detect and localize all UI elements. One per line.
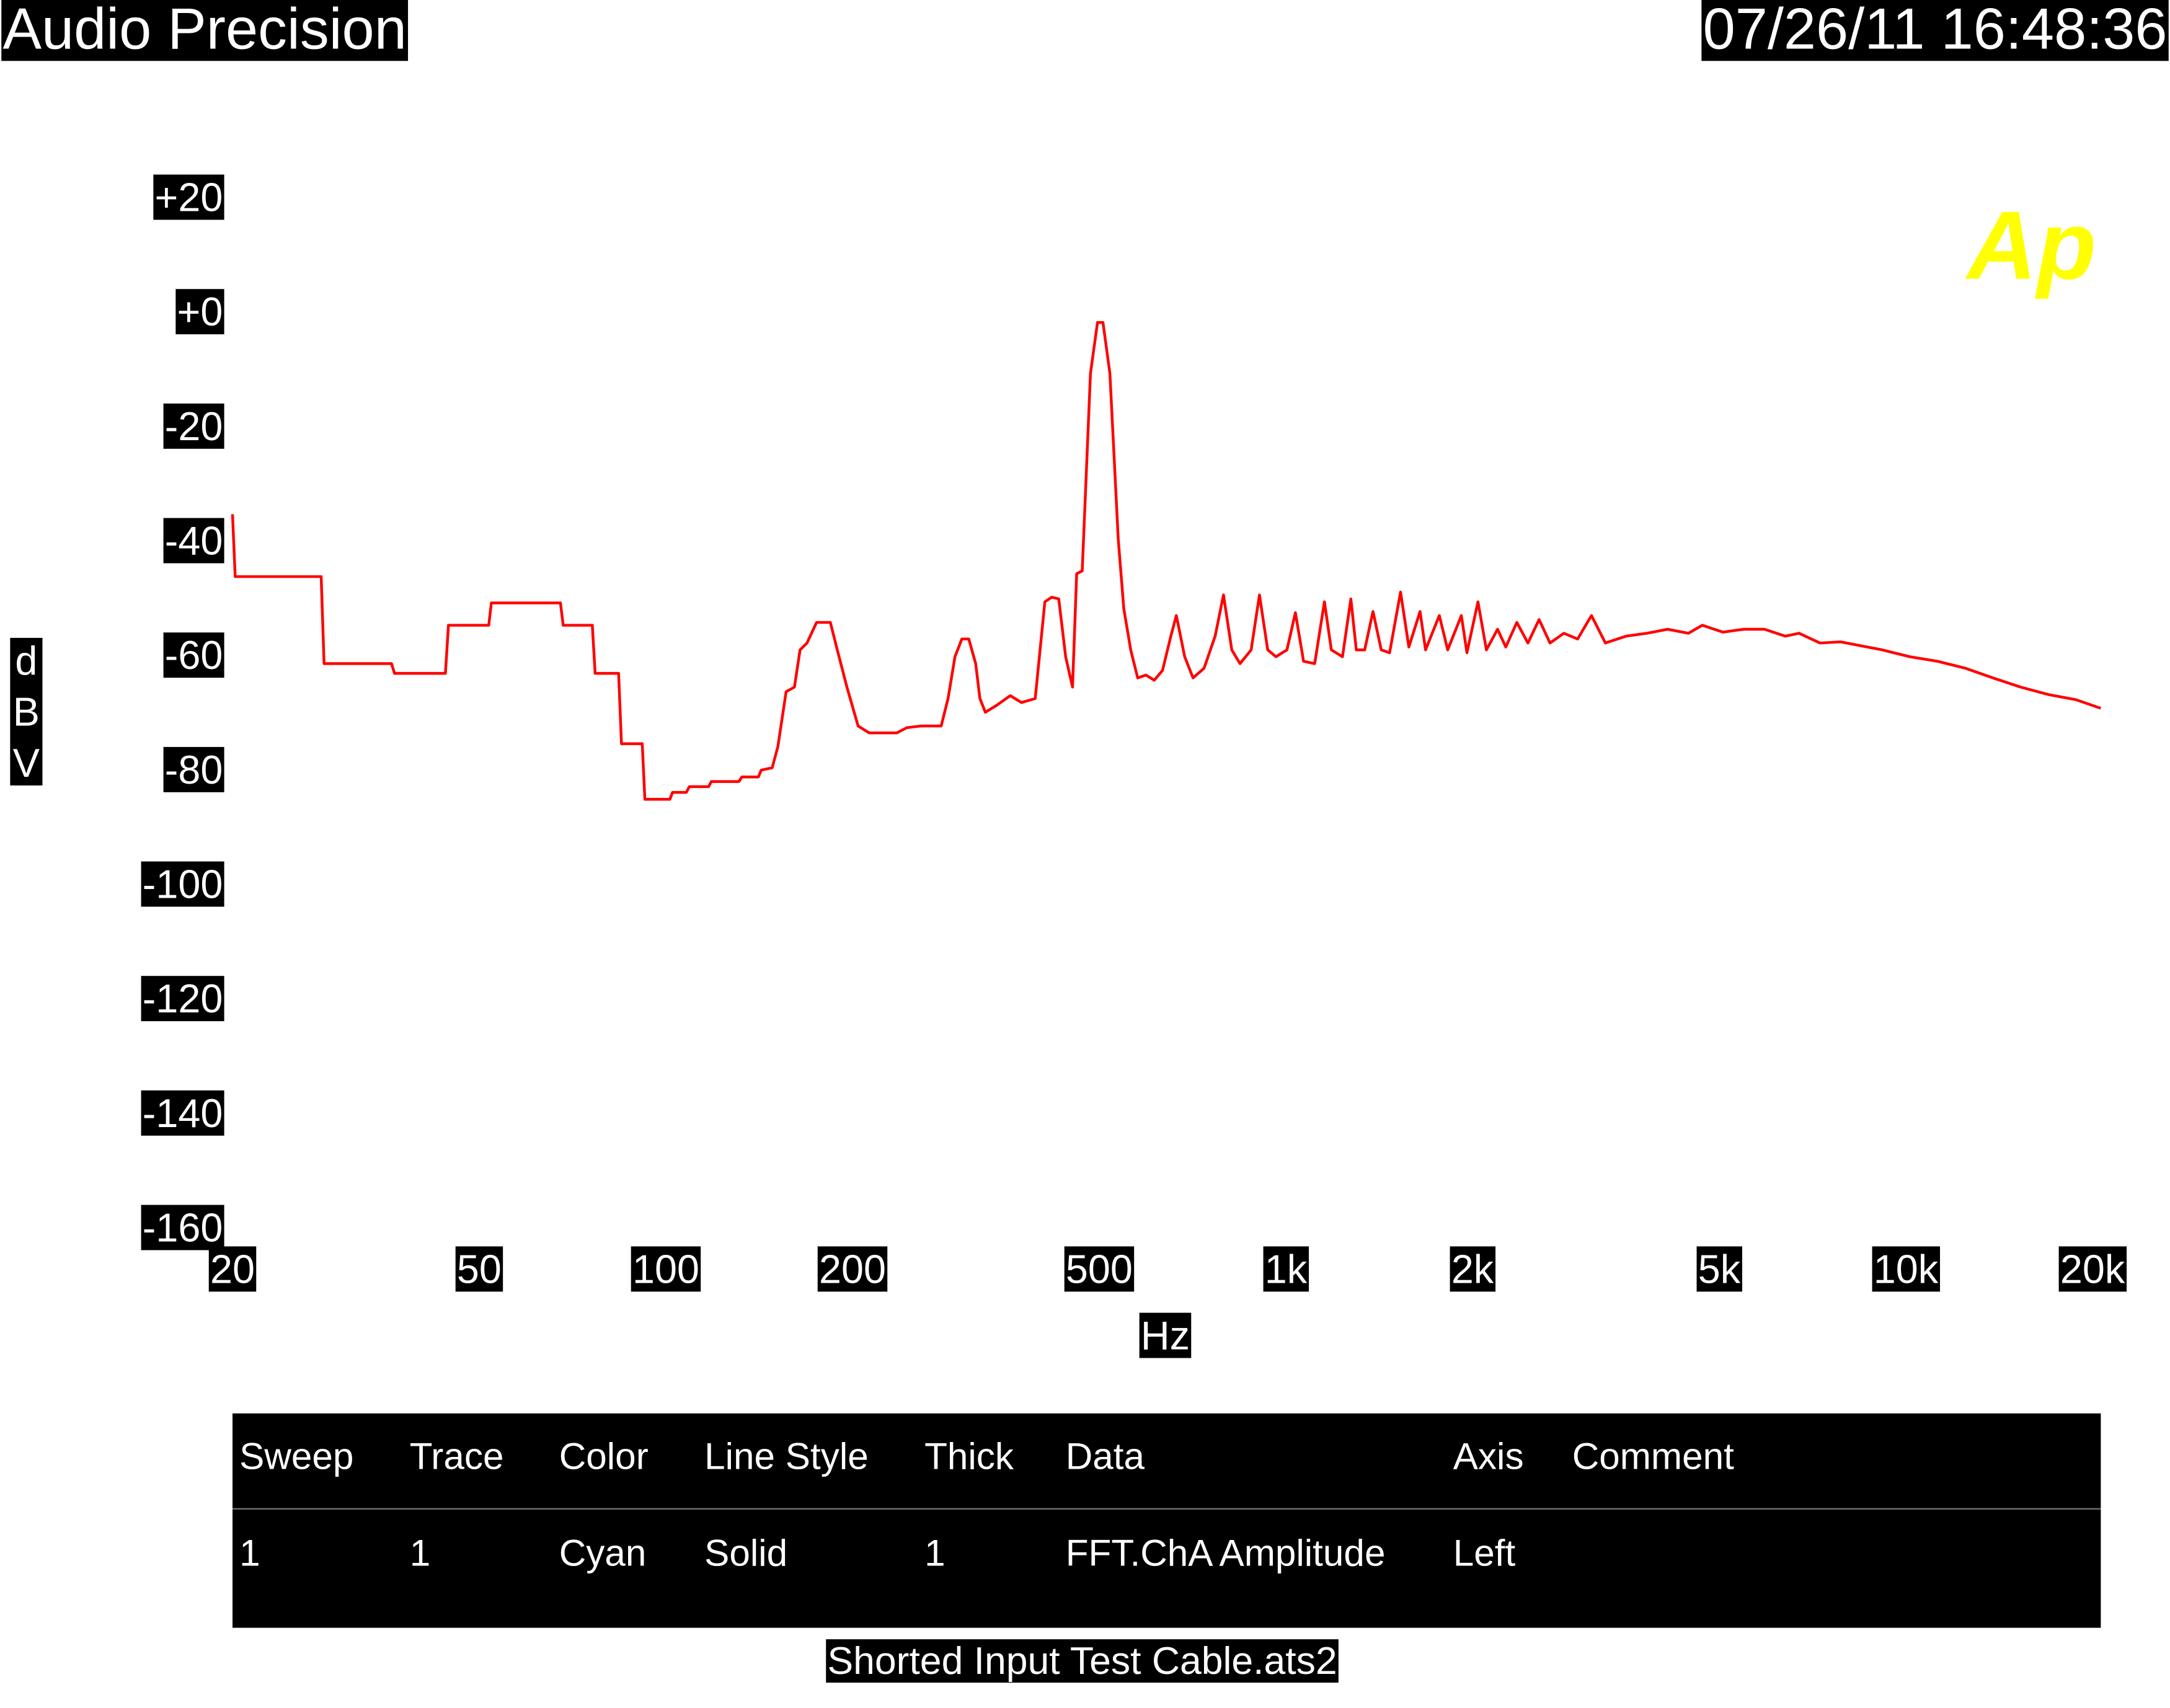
y-tick-label: +20 [155, 175, 223, 220]
y-tick-label-bg [163, 403, 224, 449]
x-tick-label: 500 [1066, 1246, 1133, 1291]
table-cell: 1 [239, 1532, 260, 1574]
file-name-bg [826, 1639, 1339, 1683]
x-tick-label: 20 [210, 1246, 255, 1291]
table-header: Trace [410, 1435, 504, 1477]
y-tick-label: +0 [177, 289, 223, 334]
y-tick-label-bg [141, 1205, 224, 1250]
trace [231, 321, 2102, 801]
x-tick-label: 2k [1451, 1246, 1494, 1291]
table-header: Comment [1572, 1435, 1734, 1477]
table-header: Axis [1453, 1435, 1524, 1477]
y-tick-label-bg [141, 976, 224, 1022]
x-tick-label: 100 [632, 1246, 699, 1291]
x-tick-label-bg [817, 1246, 888, 1292]
y-tick-label: -20 [165, 404, 223, 449]
brand: Audio Precision [2, 0, 406, 61]
y-tick-label: -60 [165, 632, 223, 678]
timestamp: 07/26/11 16:48:36 [1703, 0, 2168, 61]
x-tick-label-bg [1263, 1246, 1309, 1292]
x-tick-label-bg [1450, 1246, 1496, 1292]
y-tick-label-bg [163, 632, 224, 678]
table-header: Data [1066, 1435, 1145, 1477]
y-tick-label: -120 [143, 976, 223, 1021]
y-tick-label-bg [141, 1090, 224, 1136]
y-tick-label-bg [141, 861, 224, 907]
timestamp-bg [1701, 0, 2169, 61]
y-tick-label: -140 [143, 1091, 223, 1136]
x-tick-label-bg [1872, 1246, 1941, 1292]
y-tick-label: -100 [143, 862, 223, 907]
x-tick-label: 5k [1698, 1246, 1741, 1291]
y-tick-label: -80 [165, 747, 223, 792]
x-tick-label-bg [208, 1246, 257, 1292]
x-axis-label-bg [1139, 1312, 1192, 1358]
x-tick-label-bg [2058, 1246, 2127, 1292]
y-tick-label-bg [163, 518, 224, 564]
table-header: Line Style [704, 1435, 869, 1477]
x-tick-label: 200 [819, 1246, 886, 1291]
table-header: Color [559, 1435, 649, 1477]
x-tick-label: 20k [2060, 1246, 2125, 1291]
y-axis-label-bg [10, 637, 43, 785]
x-tick-label-bg [631, 1246, 701, 1292]
x-tick-label: 10k [1874, 1246, 1939, 1291]
y-tick-label-bg [163, 746, 224, 792]
y-tick-label-bg [153, 174, 224, 220]
x-tick-label-bg [1696, 1246, 1743, 1292]
table-cell: 1 [410, 1532, 431, 1574]
table-header: Sweep [239, 1435, 353, 1477]
y-tick-label: -160 [143, 1205, 223, 1250]
x-tick-label-bg [1064, 1246, 1135, 1292]
x-tick-label-bg [455, 1246, 503, 1292]
logo: Ap [1965, 192, 2096, 300]
x-tick-label: 50 [457, 1246, 502, 1291]
x-axis-label: Hz [1141, 1312, 1190, 1358]
table-header: Thick [924, 1435, 1014, 1477]
brand-bg [1, 0, 409, 61]
file-name: Shorted Input Test Cable.ats2 [827, 1639, 1337, 1683]
table-cell: FFT.ChA Amplitude [1066, 1532, 1386, 1574]
table-cell: Cyan [559, 1532, 647, 1574]
y-tick-label: -40 [165, 518, 223, 564]
table-cell: 1 [924, 1532, 946, 1574]
table-cell: Solid [704, 1532, 787, 1574]
y-tick-label-bg [175, 289, 224, 335]
legend-table [232, 1413, 2101, 1628]
x-tick-label: 1k [1265, 1246, 1308, 1291]
table-cell: Left [1453, 1532, 1516, 1574]
